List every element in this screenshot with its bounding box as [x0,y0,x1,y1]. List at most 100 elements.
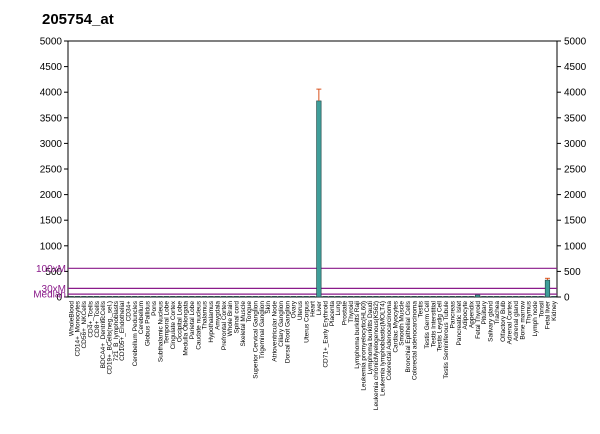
category-label: Ciliary Ganglion [278,301,285,347]
bar [455,296,462,298]
category-label: Smooth Muscle [399,301,406,346]
category-label: CD4+_Tcells [87,300,94,337]
bar [297,296,303,298]
bar [506,296,512,298]
bar [417,296,424,298]
bar [525,296,532,298]
right-tick-label: 1500 [564,216,587,227]
category-label: Testis Leydig Cell [437,300,444,351]
bar [392,296,398,298]
left-tick-label: 4500 [40,62,63,73]
bar [322,296,328,298]
bars [68,88,557,298]
bar [265,296,271,298]
left-tick-label: 0 [56,293,62,304]
category-label: Adipocyte [462,301,469,330]
bar [119,296,125,298]
bar [532,296,538,298]
bar [68,296,74,298]
bar [81,296,87,298]
bar [271,296,277,298]
right-tick-label: 4000 [564,88,587,99]
plot-frame [67,40,558,298]
category-label: CD56+_NKCells [81,300,88,348]
category-label: Lymph node [532,301,539,337]
chart-title: 205754_at [42,11,114,28]
category-label: Colorectal Adenocarcinoma [386,301,393,381]
bar [341,296,347,298]
bar [335,296,341,298]
category-label: Fetal Thyroid [475,301,482,339]
category-label: Bronchial Epithelial Cells [405,300,412,372]
right-tick-label: 3500 [564,113,587,124]
left-tick-label: 5000 [40,37,63,48]
category-label: Atrioventricular Node [272,301,279,362]
bar [151,296,157,298]
bar [500,296,506,298]
bar [328,296,335,298]
category-label: Cerebellum Peduncles [132,300,139,366]
category-label: Lymphoma burkitts Daudi [367,301,374,374]
category-label: Superior Cervical Ganglion [253,301,260,379]
bar [373,296,379,298]
bar [176,296,182,298]
bar [125,296,131,298]
category-label: Liver [316,300,323,315]
category-label: Skeletal Muscle [240,301,247,347]
bar [87,296,93,298]
category-label: Subthalamic Nucleus [157,300,164,362]
category-label: Kidney [551,300,558,321]
right-tick-label: 5000 [564,37,587,48]
category-label: CD71+_Early Erythroid [322,301,329,368]
category-label: CD34+ [126,301,133,322]
bar [316,100,322,298]
category-label: Prostate [341,301,348,326]
bar [290,296,297,298]
bar [430,296,436,298]
bar [487,296,493,298]
left-tick-label: 2000 [40,190,63,201]
bar [227,296,233,298]
bar [163,296,170,298]
category-label: Heart [310,301,317,317]
category-label: Uterus Corpus [303,300,310,343]
bar [157,296,163,298]
bar [201,296,208,298]
bar [182,296,189,298]
bar [208,296,214,298]
bar [214,296,220,298]
bar [468,296,474,298]
bar [449,296,455,298]
bar [436,296,443,298]
category-label: BDCA4+_DentriticCells [100,300,107,368]
bar [475,294,481,298]
category-label: Cerebellum [138,301,145,334]
category-label: Pons [151,300,158,316]
left-tick-label: 4000 [40,88,63,99]
bar [379,296,385,298]
right-tick-label: 4500 [564,62,587,73]
category-label: Trachea [494,301,501,325]
category-label: Tongue [246,301,253,323]
bar [538,296,544,298]
category-label: Testis Seminiferous Tubule [443,301,450,379]
category-label: WholeBlood [68,301,75,336]
category-label: Lymphoma burkitts Raji [354,301,361,369]
category-label: Whole Brain [227,301,234,337]
bar [367,296,373,298]
category-label: Lung [335,301,342,316]
category-label: Bone marrow [519,301,526,340]
category-label: Leukemia lymphoblastic(MOLT4) [380,301,387,396]
category-label: Uterus [297,300,304,320]
category-label: Pituitary [481,300,488,324]
bar [106,296,112,298]
axes: 5000450040003500300025002000150010005000… [40,37,587,304]
bar [398,296,404,298]
bar [443,296,449,298]
bar [221,296,227,298]
category-label: Dorsal Root Ganglion [284,301,291,364]
bar [100,296,106,298]
bar [481,296,487,298]
bar [424,296,430,298]
